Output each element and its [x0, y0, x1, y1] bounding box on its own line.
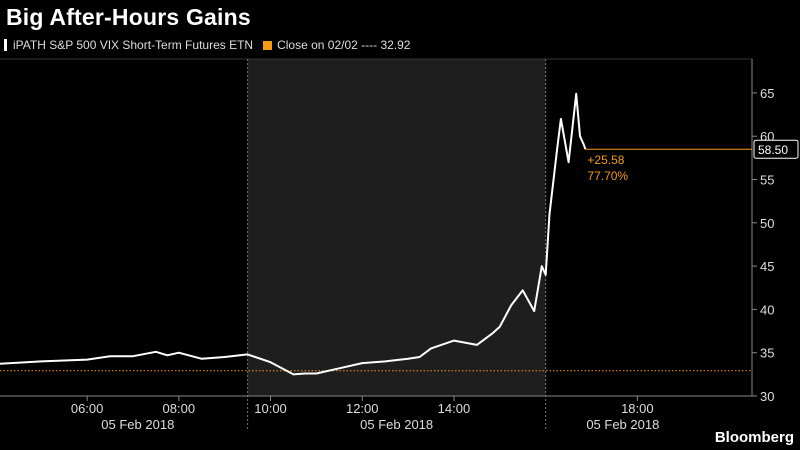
- chart-legend: iPATH S&P 500 VIX Short-Term Futures ETN…: [4, 38, 410, 52]
- x-tick-label: 14:00: [438, 401, 471, 416]
- change-absolute-label: +25.58: [587, 153, 624, 167]
- legend-label-etn: iPATH S&P 500 VIX Short-Term Futures ETN: [13, 38, 254, 52]
- y-tick-label: 30: [760, 389, 774, 404]
- legend-swatch-etn: [4, 39, 7, 51]
- last-value-badge: [753, 139, 799, 159]
- last-value-label: 58.50: [758, 143, 788, 157]
- x-tick-label: 12:00: [346, 401, 379, 416]
- x-axis-ticks: 06:00 08:00 10:00 12:00 14:00 18:00: [71, 396, 654, 416]
- change-percent-label: 77.70%: [587, 169, 628, 183]
- bloomberg-logo: Bloomberg: [714, 429, 794, 446]
- legend-label-close: Close on 02/02 ---- 32.92: [277, 38, 411, 52]
- legend-swatch-close: [263, 40, 273, 50]
- regular-session-shade: [247, 59, 546, 396]
- x-date-label: 05 Feb 2018: [586, 417, 659, 432]
- x-date-label: 05 Feb 2018: [101, 417, 174, 432]
- y-tick-label: 65: [760, 86, 774, 101]
- x-date-label: 05 Feb 2018: [360, 417, 433, 432]
- x-tick-label: 08:00: [163, 401, 196, 416]
- x-tick-label: 10:00: [254, 401, 287, 416]
- y-tick-label: 50: [760, 216, 774, 231]
- chart-title: Big After-Hours Gains: [6, 4, 251, 30]
- x-tick-label: 18:00: [621, 401, 654, 416]
- y-tick-label: 45: [760, 259, 774, 274]
- series-etn-line: [0, 92, 587, 376]
- x-tick-label: 06:00: [71, 401, 104, 416]
- x-axis-dates: 05 Feb 2018 05 Feb 2018 05 Feb 2018: [101, 417, 659, 432]
- y-tick-label: 55: [760, 173, 774, 188]
- y-tick-label: 40: [760, 302, 774, 317]
- y-tick-label: 35: [760, 346, 774, 361]
